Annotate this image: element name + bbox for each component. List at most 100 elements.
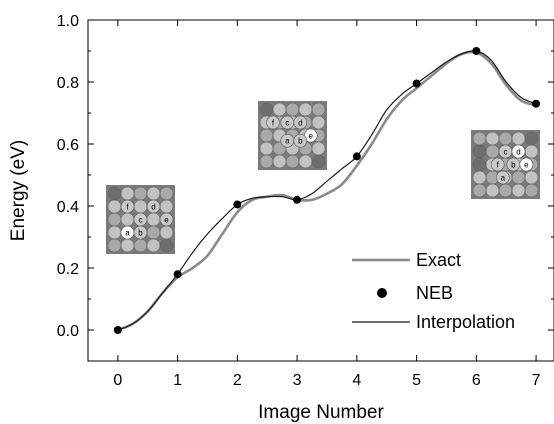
- y-tick-label: 0.2: [57, 261, 79, 278]
- inset-atom: [259, 154, 274, 169]
- inset-atom: [311, 115, 326, 130]
- inset-atom: [133, 186, 148, 201]
- inset-atom: [511, 131, 526, 146]
- inset-adatom: [490, 157, 505, 172]
- inset-atom: [311, 141, 326, 156]
- inset-atom-label: a: [125, 229, 130, 238]
- legend-label-interpolation: Interpolation: [416, 312, 515, 332]
- inset-adatom: [293, 115, 308, 130]
- neb-point: [412, 79, 421, 88]
- inset-atom: [107, 238, 122, 253]
- neb-point: [352, 152, 361, 161]
- inset-atom-label: a: [501, 174, 506, 183]
- inset-atom-label: e: [308, 132, 313, 141]
- inset-atom: [472, 183, 487, 198]
- inset-configuration-final: c d f b e a: [471, 130, 540, 199]
- x-tick-label: 2: [233, 372, 242, 389]
- inset-atom: [511, 183, 526, 198]
- neb-point: [472, 47, 481, 55]
- inset-adatom: [511, 144, 526, 159]
- inset-atom: [472, 144, 487, 159]
- inset-atom: [120, 186, 135, 201]
- inset-atom: [485, 131, 500, 146]
- inset-atom: [259, 141, 274, 156]
- y-tick-label: 1.0: [57, 13, 79, 30]
- x-tick-label: 4: [352, 372, 361, 389]
- legend: Exact NEB Interpolation: [352, 250, 515, 332]
- inset-atom: [159, 238, 174, 253]
- y-tick-label: 0.4: [57, 199, 79, 216]
- inset-atom-label: e: [164, 216, 169, 225]
- inset-atom: [159, 225, 174, 240]
- inset-atom: [107, 212, 122, 227]
- legend-label-neb: NEB: [416, 283, 453, 303]
- inset-atom-label: c: [285, 119, 289, 128]
- neb-point: [233, 200, 242, 209]
- inset-adatom: [266, 115, 280, 130]
- inset-atom: [146, 225, 161, 240]
- inset-atom: [498, 183, 513, 198]
- inset-configuration-initial: f dc e a b: [106, 185, 175, 254]
- inset-adatom: [146, 199, 161, 214]
- x-tick-label: 7: [532, 372, 541, 389]
- inset-atom: [524, 183, 539, 198]
- inset-atom: [485, 183, 500, 198]
- inset-atom: [107, 199, 122, 214]
- inset-atom: [133, 238, 148, 253]
- inset-atom: [146, 212, 161, 227]
- x-tick-label: 1: [173, 372, 182, 389]
- series-layer: [117, 50, 537, 332]
- x-tick-label: 6: [472, 372, 481, 389]
- inset-atom: [311, 154, 326, 169]
- inset-atom: [298, 102, 313, 117]
- inset-atom: [133, 199, 148, 214]
- inset-atom: [311, 102, 326, 117]
- inset-atom: [120, 238, 135, 253]
- inset-atom: [107, 186, 122, 201]
- inset-atom: [511, 170, 526, 185]
- x-tick-label: 5: [412, 372, 421, 389]
- y-tick-label: 0.8: [57, 75, 79, 92]
- inset-atom-label: a: [285, 137, 290, 146]
- inset-atom-label: d: [516, 148, 520, 157]
- inset-atom: [498, 131, 513, 146]
- inset-atom-label: b: [298, 137, 303, 146]
- inset-atom: [298, 154, 313, 169]
- inset-layer: f dc ea bf c dea bc df b ea: [106, 101, 540, 254]
- series-line-interpolation: [117, 50, 537, 331]
- inset-atom: [259, 102, 274, 117]
- inset-atom: [524, 131, 539, 146]
- inset-atom: [146, 186, 161, 201]
- inset-atom-label: f: [126, 203, 129, 212]
- inset-adatom: [120, 199, 135, 214]
- inset-atom-label: d: [151, 203, 155, 212]
- inset-atom-label: c: [504, 148, 508, 157]
- inset-atom-label: d: [298, 119, 302, 128]
- inset-adatom: [159, 212, 174, 227]
- inset-atom: [259, 128, 274, 143]
- inset-atom: [472, 170, 487, 185]
- legend-marker-neb: [377, 288, 387, 298]
- inset-atom: [146, 238, 161, 253]
- y-axis-title: Energy (eV): [8, 140, 29, 241]
- inset-atom: [272, 154, 287, 169]
- neb-point: [293, 195, 302, 204]
- inset-atom: [107, 225, 122, 240]
- inset-atom: [472, 157, 487, 172]
- inset-atom: [159, 186, 174, 201]
- inset-atom: [285, 102, 300, 117]
- inset-atom-label: b: [511, 161, 516, 170]
- y-tick-label: 0.6: [57, 137, 79, 154]
- inset-atom: [485, 144, 500, 159]
- inset-adatom: [133, 225, 148, 240]
- neb-points-layer: [113, 47, 541, 334]
- axes-layer: 0 1 2 3 4 5 6 7 0.0 0.2 0.4 0.6 0.8 1.0: [57, 13, 554, 389]
- neb-point: [113, 326, 122, 334]
- inset-atom: [524, 144, 539, 159]
- x-axis-title: Image Number: [258, 402, 384, 423]
- inset-atom: [159, 199, 174, 214]
- inset-atom-label: e: [524, 161, 529, 170]
- inset-atom: [472, 131, 487, 146]
- inset-adatom: [293, 133, 308, 148]
